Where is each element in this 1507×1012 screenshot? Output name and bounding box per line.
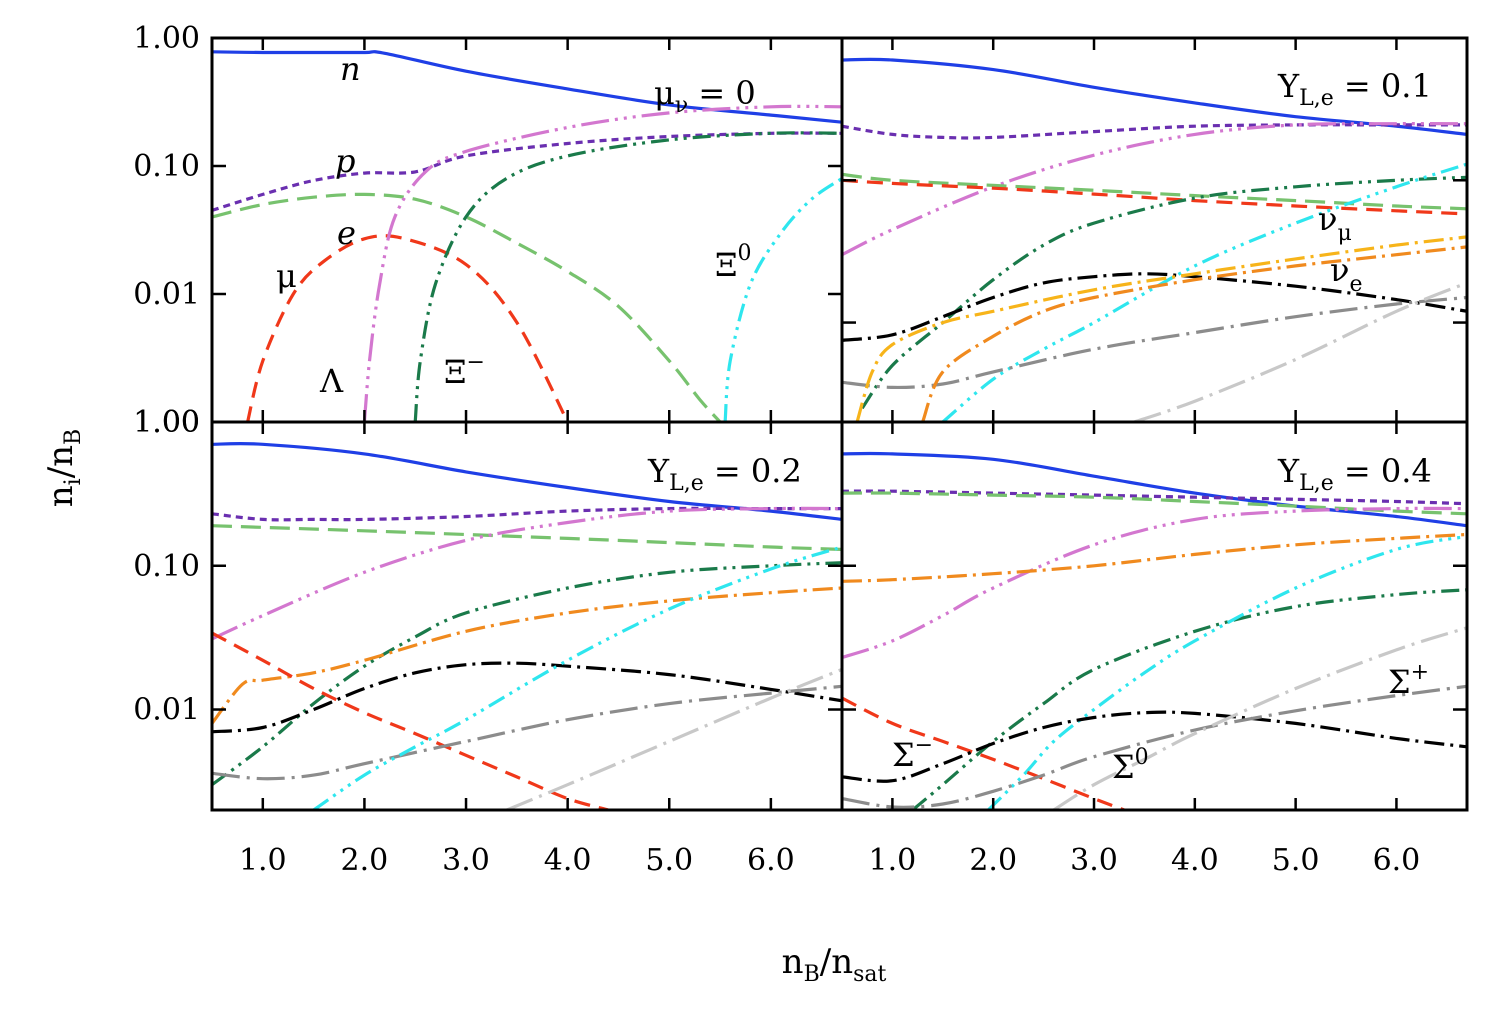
annotation-nu-mu: νμ <box>1318 200 1352 246</box>
panel-bottom-right-curves <box>842 451 1467 810</box>
series-mu-top-left <box>246 234 570 422</box>
series-sigma-plus-bottom-left <box>506 667 842 810</box>
x-tick-label: 6.0 <box>1373 843 1421 878</box>
series-nu-e-bottom-left <box>212 586 842 725</box>
panel-frame-bottom-right <box>840 420 1469 812</box>
panel-title-bottom-left: YL,e = 0.2 <box>647 452 802 496</box>
x-tick-label: 1.0 <box>869 843 917 878</box>
annotation-lambda: Λ <box>319 362 344 400</box>
series-xi-minus-top-right <box>860 175 1467 410</box>
panel-title-top-left: μν = 0 <box>654 74 756 118</box>
panel-top-right-curves <box>842 57 1467 422</box>
series-sigma-minus-bottom-right <box>842 710 1467 783</box>
series-lambda-top-left <box>362 104 842 422</box>
annotation-xi-minus: Ξ− <box>444 350 485 391</box>
y-tick-label: 0.01 <box>133 693 200 728</box>
series-xi-zero-bottom-left <box>312 545 842 810</box>
series-e-top-left <box>212 192 722 422</box>
series-n-top-left <box>212 50 842 124</box>
y-tick-label: 1.00 <box>133 21 200 56</box>
series-sigma-minus-top-right <box>842 272 1467 342</box>
x-tick-label: 2.0 <box>341 843 389 878</box>
x-tick-label: 5.0 <box>645 843 693 878</box>
y-tick-label: 0.10 <box>133 549 200 584</box>
series-e-bottom-left <box>212 524 842 551</box>
series-nu-e-bottom-right <box>842 532 1467 583</box>
annotation-sigma-zero: Σ0 <box>1112 745 1149 786</box>
x-tick-label: 3.0 <box>442 843 490 878</box>
annotation-sigma-minus: Σ− <box>892 733 933 774</box>
series-lambda-bottom-left <box>212 506 842 641</box>
series-lambda-top-right <box>842 122 1467 257</box>
series-sigma-zero-top-right <box>842 295 1467 390</box>
series-sigma-zero-bottom-left <box>212 684 842 781</box>
y-tick-label: 1.00 <box>133 405 200 440</box>
series-sigma-plus-top-right <box>1133 281 1467 422</box>
series-lambda-bottom-right <box>842 506 1467 660</box>
series-p-top-left <box>212 131 842 212</box>
series-mu-bottom-left <box>212 631 609 810</box>
series-mu-top-right <box>842 178 1467 216</box>
x-tick-label: 3.0 <box>1070 843 1118 878</box>
axis-ticks <box>212 36 1467 810</box>
y-tick-label: 1.00 <box>133 405 200 440</box>
series-nu-e-top-right <box>921 245 1467 422</box>
series-e-top-right <box>842 172 1467 211</box>
series-p-bottom-right <box>842 489 1467 506</box>
x-axis-label: nB/nsat <box>782 942 887 987</box>
series-xi-zero-top-right <box>941 162 1467 422</box>
annotation-nu-e: νe <box>1330 251 1362 297</box>
y-tick-label: 0.01 <box>133 277 200 312</box>
labels: 1.000.100.011.001.0 2.0 3.0 4.0 5.0 6.01.000.… <box>133 21 1420 878</box>
series-sigma-zero-bottom-right <box>842 684 1467 809</box>
series-xi-minus-top-left <box>413 131 842 422</box>
panel-top-left-curves <box>212 50 842 422</box>
annotation-p: p <box>335 142 355 180</box>
annotation-e: e <box>337 214 356 252</box>
x-tick-label: 2.0 <box>969 843 1017 878</box>
x-tick-label: 4.0 <box>1171 843 1219 878</box>
series-n-bottom-right <box>842 451 1467 528</box>
panel-title-bottom-right: YL,e = 0.4 <box>1277 452 1432 496</box>
x-tick-label: 5.0 <box>1272 843 1320 878</box>
annotation-n: n <box>340 50 361 88</box>
annotation-xi-zero: Ξ0 <box>715 241 752 284</box>
y-tick-label: 0.10 <box>133 149 200 184</box>
annotation-sigma-plus: Σ+ <box>1388 660 1429 701</box>
panel-bottom-left-curves <box>212 441 842 810</box>
series-sigma-plus-bottom-right <box>1052 626 1467 810</box>
series-nu-mu-top-right <box>855 235 1467 422</box>
series-xi-minus-bottom-right <box>911 588 1467 810</box>
x-tick-label: 6.0 <box>747 843 795 878</box>
series-xi-minus-bottom-left <box>212 561 842 786</box>
annotation-mu: μ <box>276 257 297 295</box>
series-xi-zero-top-left <box>723 177 842 422</box>
series-sigma-minus-bottom-left <box>212 661 842 734</box>
plot-area <box>212 50 1467 810</box>
x-tick-label: 4.0 <box>544 843 592 878</box>
series-xi-zero-bottom-right <box>987 534 1467 810</box>
series-p-top-right <box>842 123 1467 140</box>
panel-frames <box>210 36 1469 812</box>
series-mu-bottom-right <box>842 696 1125 810</box>
x-tick-label: 1.0 <box>239 843 287 878</box>
y-axis-label: ni/nB <box>41 429 86 507</box>
panel-title-top-right: YL,e = 0.1 <box>1277 67 1432 111</box>
